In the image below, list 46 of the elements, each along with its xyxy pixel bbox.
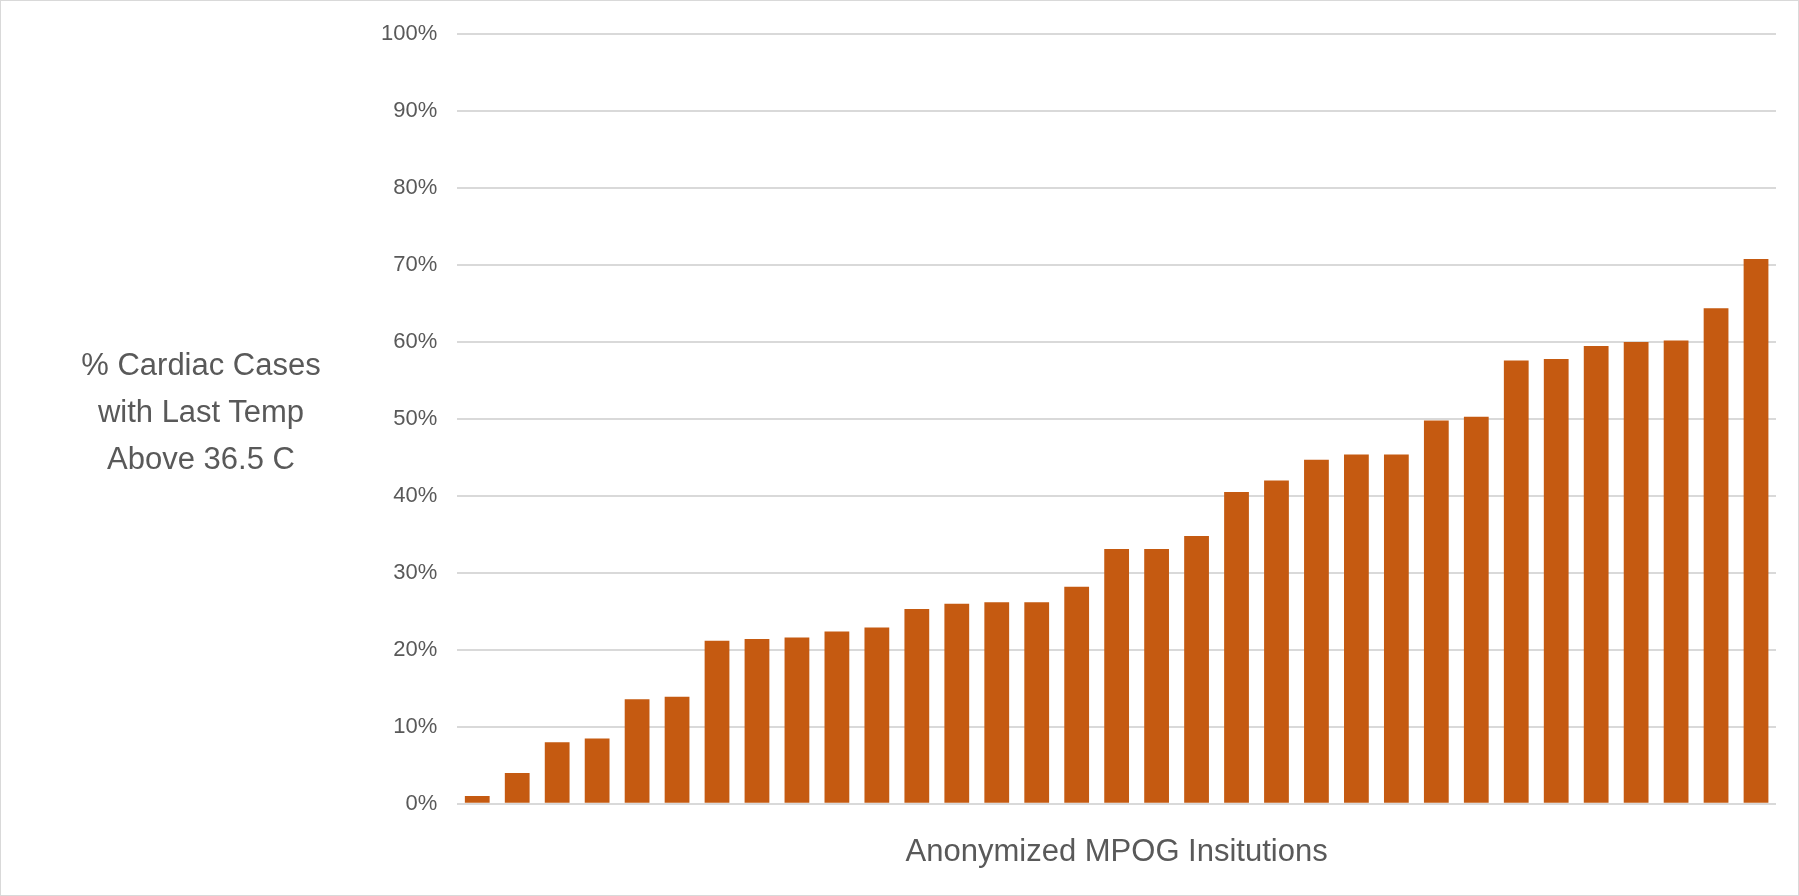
bar: [744, 639, 770, 803]
bar: [624, 699, 650, 803]
bar: [944, 603, 970, 803]
bar: [984, 602, 1010, 803]
bar: [1703, 308, 1729, 803]
y-tick-label: 20%: [393, 635, 438, 661]
y-axis-title: % Cardiac Cases with Last Temp Above 36.5 C: [80, 346, 322, 478]
bar: [864, 627, 890, 803]
bar: [1264, 480, 1289, 803]
bar: [1423, 420, 1449, 803]
y-tick-label: 40%: [393, 482, 438, 508]
bar: [1663, 340, 1689, 803]
bar: [704, 640, 730, 803]
y-tick-label: 10%: [393, 712, 438, 738]
bar: [584, 738, 610, 803]
bar: [1743, 258, 1769, 803]
bar: [1304, 459, 1329, 803]
bar: [1503, 360, 1529, 803]
y-tick-label: 90%: [393, 97, 438, 123]
bar: [1024, 602, 1050, 803]
y-tick-label: 30%: [393, 558, 438, 584]
bar: [464, 796, 490, 803]
bar: [1543, 358, 1569, 803]
bar: [664, 696, 690, 803]
bar: [1623, 342, 1649, 803]
bar: [784, 637, 810, 803]
y-tick-label: 100%: [380, 20, 438, 46]
bar: [1583, 345, 1609, 803]
bar: [1064, 586, 1090, 803]
bar: [1184, 535, 1209, 803]
bar: [1383, 454, 1409, 803]
bar: [1344, 454, 1369, 803]
bar: [904, 609, 930, 803]
bar: [544, 742, 570, 803]
y-tick-label: 80%: [393, 174, 438, 200]
bar: [824, 631, 850, 803]
x-axis-title: Anonymized MPOG Insitutions: [905, 832, 1328, 868]
y-tick-label: 50%: [393, 405, 438, 431]
bar: [1463, 416, 1489, 803]
y-tick-label: 0%: [405, 789, 438, 815]
bar: [1144, 549, 1169, 803]
bar: [504, 773, 530, 803]
bar: [1224, 492, 1249, 803]
y-tick-label: 70%: [393, 251, 438, 277]
bar: [1104, 549, 1130, 803]
y-tick-label: 60%: [393, 328, 438, 354]
